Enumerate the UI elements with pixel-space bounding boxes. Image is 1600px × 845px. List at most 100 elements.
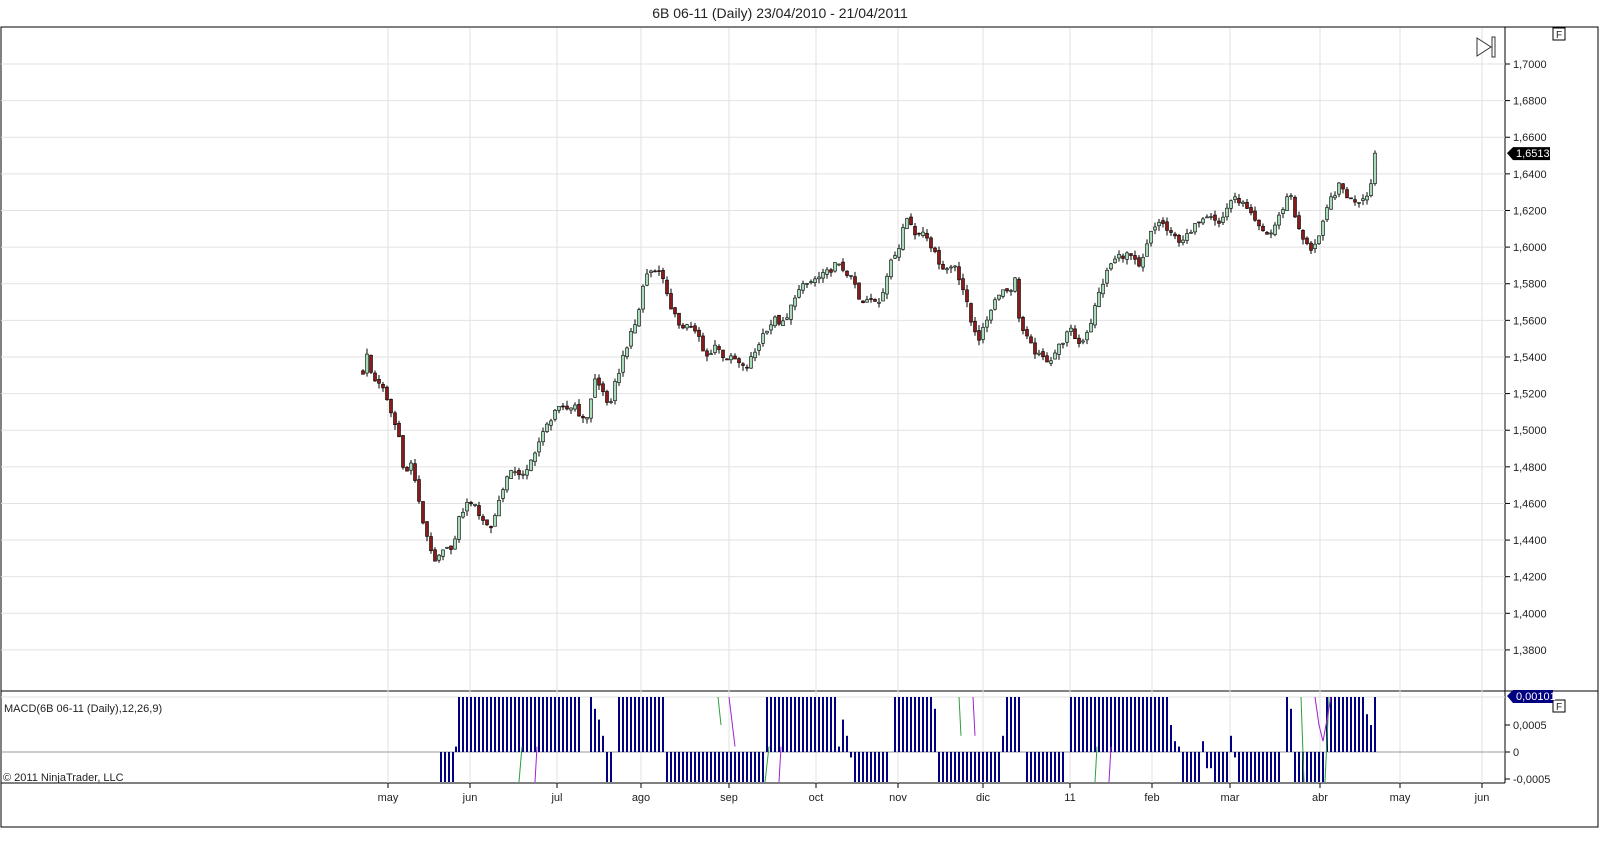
candle-up <box>1037 352 1041 355</box>
macd-histogram-bar <box>694 752 696 782</box>
scroll-to-end-icon[interactable] <box>1476 36 1496 58</box>
macd-histogram-bar <box>646 697 648 752</box>
candle-up <box>893 255 897 259</box>
candle-down <box>1137 257 1141 267</box>
candle-up <box>613 381 617 402</box>
macd-diff-line <box>534 746 538 783</box>
candle-up <box>805 283 809 285</box>
macd-histogram-bar <box>1182 752 1184 782</box>
macd-histogram-bar <box>1082 697 1084 752</box>
candle-down <box>485 519 489 526</box>
macd-histogram-bar <box>1154 697 1156 752</box>
x-tick-label: 11 <box>1064 792 1075 804</box>
macd-histogram-bar <box>710 752 712 782</box>
macd-histogram-bar <box>1054 752 1056 782</box>
macd-histogram-bar <box>1254 752 1256 782</box>
candle-down <box>561 405 565 408</box>
macd-panel <box>440 696 1376 783</box>
y-tick-label: 1,4800 <box>1513 462 1547 474</box>
macd-histogram-bar <box>690 752 692 782</box>
price-axis[interactable]: 1,7000 1,6800 1,6600 1,6400 1,6200 1,6000 1,58… <box>1505 59 1547 657</box>
candle-down <box>1265 232 1269 235</box>
candle-down <box>425 521 429 537</box>
candle-down <box>1217 220 1221 224</box>
candle-up <box>501 489 505 499</box>
macd-histogram-bar <box>870 752 872 782</box>
macd-histogram-bar <box>642 697 644 752</box>
macd-histogram-bar <box>1018 697 1020 752</box>
candle-down <box>1173 233 1177 237</box>
panel-float-button-macd[interactable]: F <box>1552 699 1566 713</box>
macd-histogram-bar <box>1106 697 1108 752</box>
candle-up <box>1329 196 1333 210</box>
candle-up <box>537 441 541 453</box>
macd-histogram-bar <box>574 697 576 752</box>
candle-down <box>361 370 365 375</box>
gridlines <box>1 28 1505 783</box>
candle-down <box>861 300 865 304</box>
macd-histogram-bar <box>1338 697 1340 752</box>
y-tick-label: 1,6800 <box>1513 96 1547 108</box>
macd-histogram-bar <box>1034 752 1036 782</box>
candle-up <box>445 546 449 549</box>
candle-up <box>1321 220 1325 236</box>
candle-up <box>1369 183 1373 196</box>
candle-down <box>1021 317 1025 331</box>
macd-histogram-bar <box>1078 697 1080 752</box>
candle-down <box>969 303 973 323</box>
macd-histogram-bar <box>1046 752 1048 782</box>
macd-histogram-bar <box>1042 752 1044 782</box>
macd-histogram-bar <box>1358 697 1360 752</box>
candle-up <box>885 275 889 295</box>
candle-down <box>1033 342 1037 355</box>
macd-histogram-bar <box>1334 697 1336 752</box>
candle-down <box>1165 221 1169 231</box>
candle-down <box>1045 355 1049 363</box>
candle-up <box>529 459 533 471</box>
macd-histogram-bar <box>838 746 840 752</box>
candle-up <box>1049 360 1053 364</box>
candle-down <box>853 276 857 285</box>
candle-up <box>789 304 793 320</box>
candle-down <box>417 479 421 502</box>
macd-histogram-bar <box>1218 752 1220 782</box>
svg-text:1,6513: 1,6513 <box>1516 148 1550 160</box>
macd-histogram-bar <box>998 752 1000 782</box>
macd-histogram-bar <box>670 752 672 782</box>
macd-histogram-bar <box>994 752 996 782</box>
candle-up <box>549 420 553 426</box>
panel-float-button-main[interactable]: F <box>1552 27 1566 41</box>
macd-histogram-bar <box>1086 697 1088 752</box>
y-tick-label: 1,5000 <box>1513 425 1547 437</box>
candle-up <box>1233 196 1237 200</box>
macd-histogram-bar <box>1134 697 1136 752</box>
candle-down <box>1305 237 1309 244</box>
macd-histogram-bar <box>1130 697 1132 752</box>
macd-histogram-bar <box>774 697 776 752</box>
macd-histogram-bar <box>1270 752 1272 782</box>
macd-histogram-bar <box>882 752 884 782</box>
y-tick-label: 1,6400 <box>1513 169 1547 181</box>
macd-axis[interactable]: 0,0005 0 -0,0005 <box>1505 720 1550 786</box>
candle-down <box>693 325 697 332</box>
candle-down <box>397 422 401 438</box>
candle-down <box>1213 214 1217 221</box>
candle-down <box>841 261 845 271</box>
candle-up <box>793 297 797 307</box>
candle-down <box>1025 329 1029 337</box>
candle-up <box>1013 277 1017 292</box>
candle-down <box>1297 215 1301 230</box>
macd-histogram-bar <box>938 752 940 782</box>
macd-histogram-bar <box>1074 697 1076 752</box>
candle-down <box>673 307 677 315</box>
candle-down <box>1041 351 1045 358</box>
macd-histogram-bar <box>858 752 860 782</box>
candle-up <box>497 499 501 517</box>
candle-down <box>581 416 585 419</box>
macd-indicator-label[interactable]: MACD(6B 06-11 (Daily),12,26,9) <box>4 703 162 715</box>
candle-down <box>1341 183 1345 190</box>
macd-histogram-bar <box>754 752 756 782</box>
candle-up <box>1149 230 1153 244</box>
x-tick-label: jun <box>462 792 478 804</box>
